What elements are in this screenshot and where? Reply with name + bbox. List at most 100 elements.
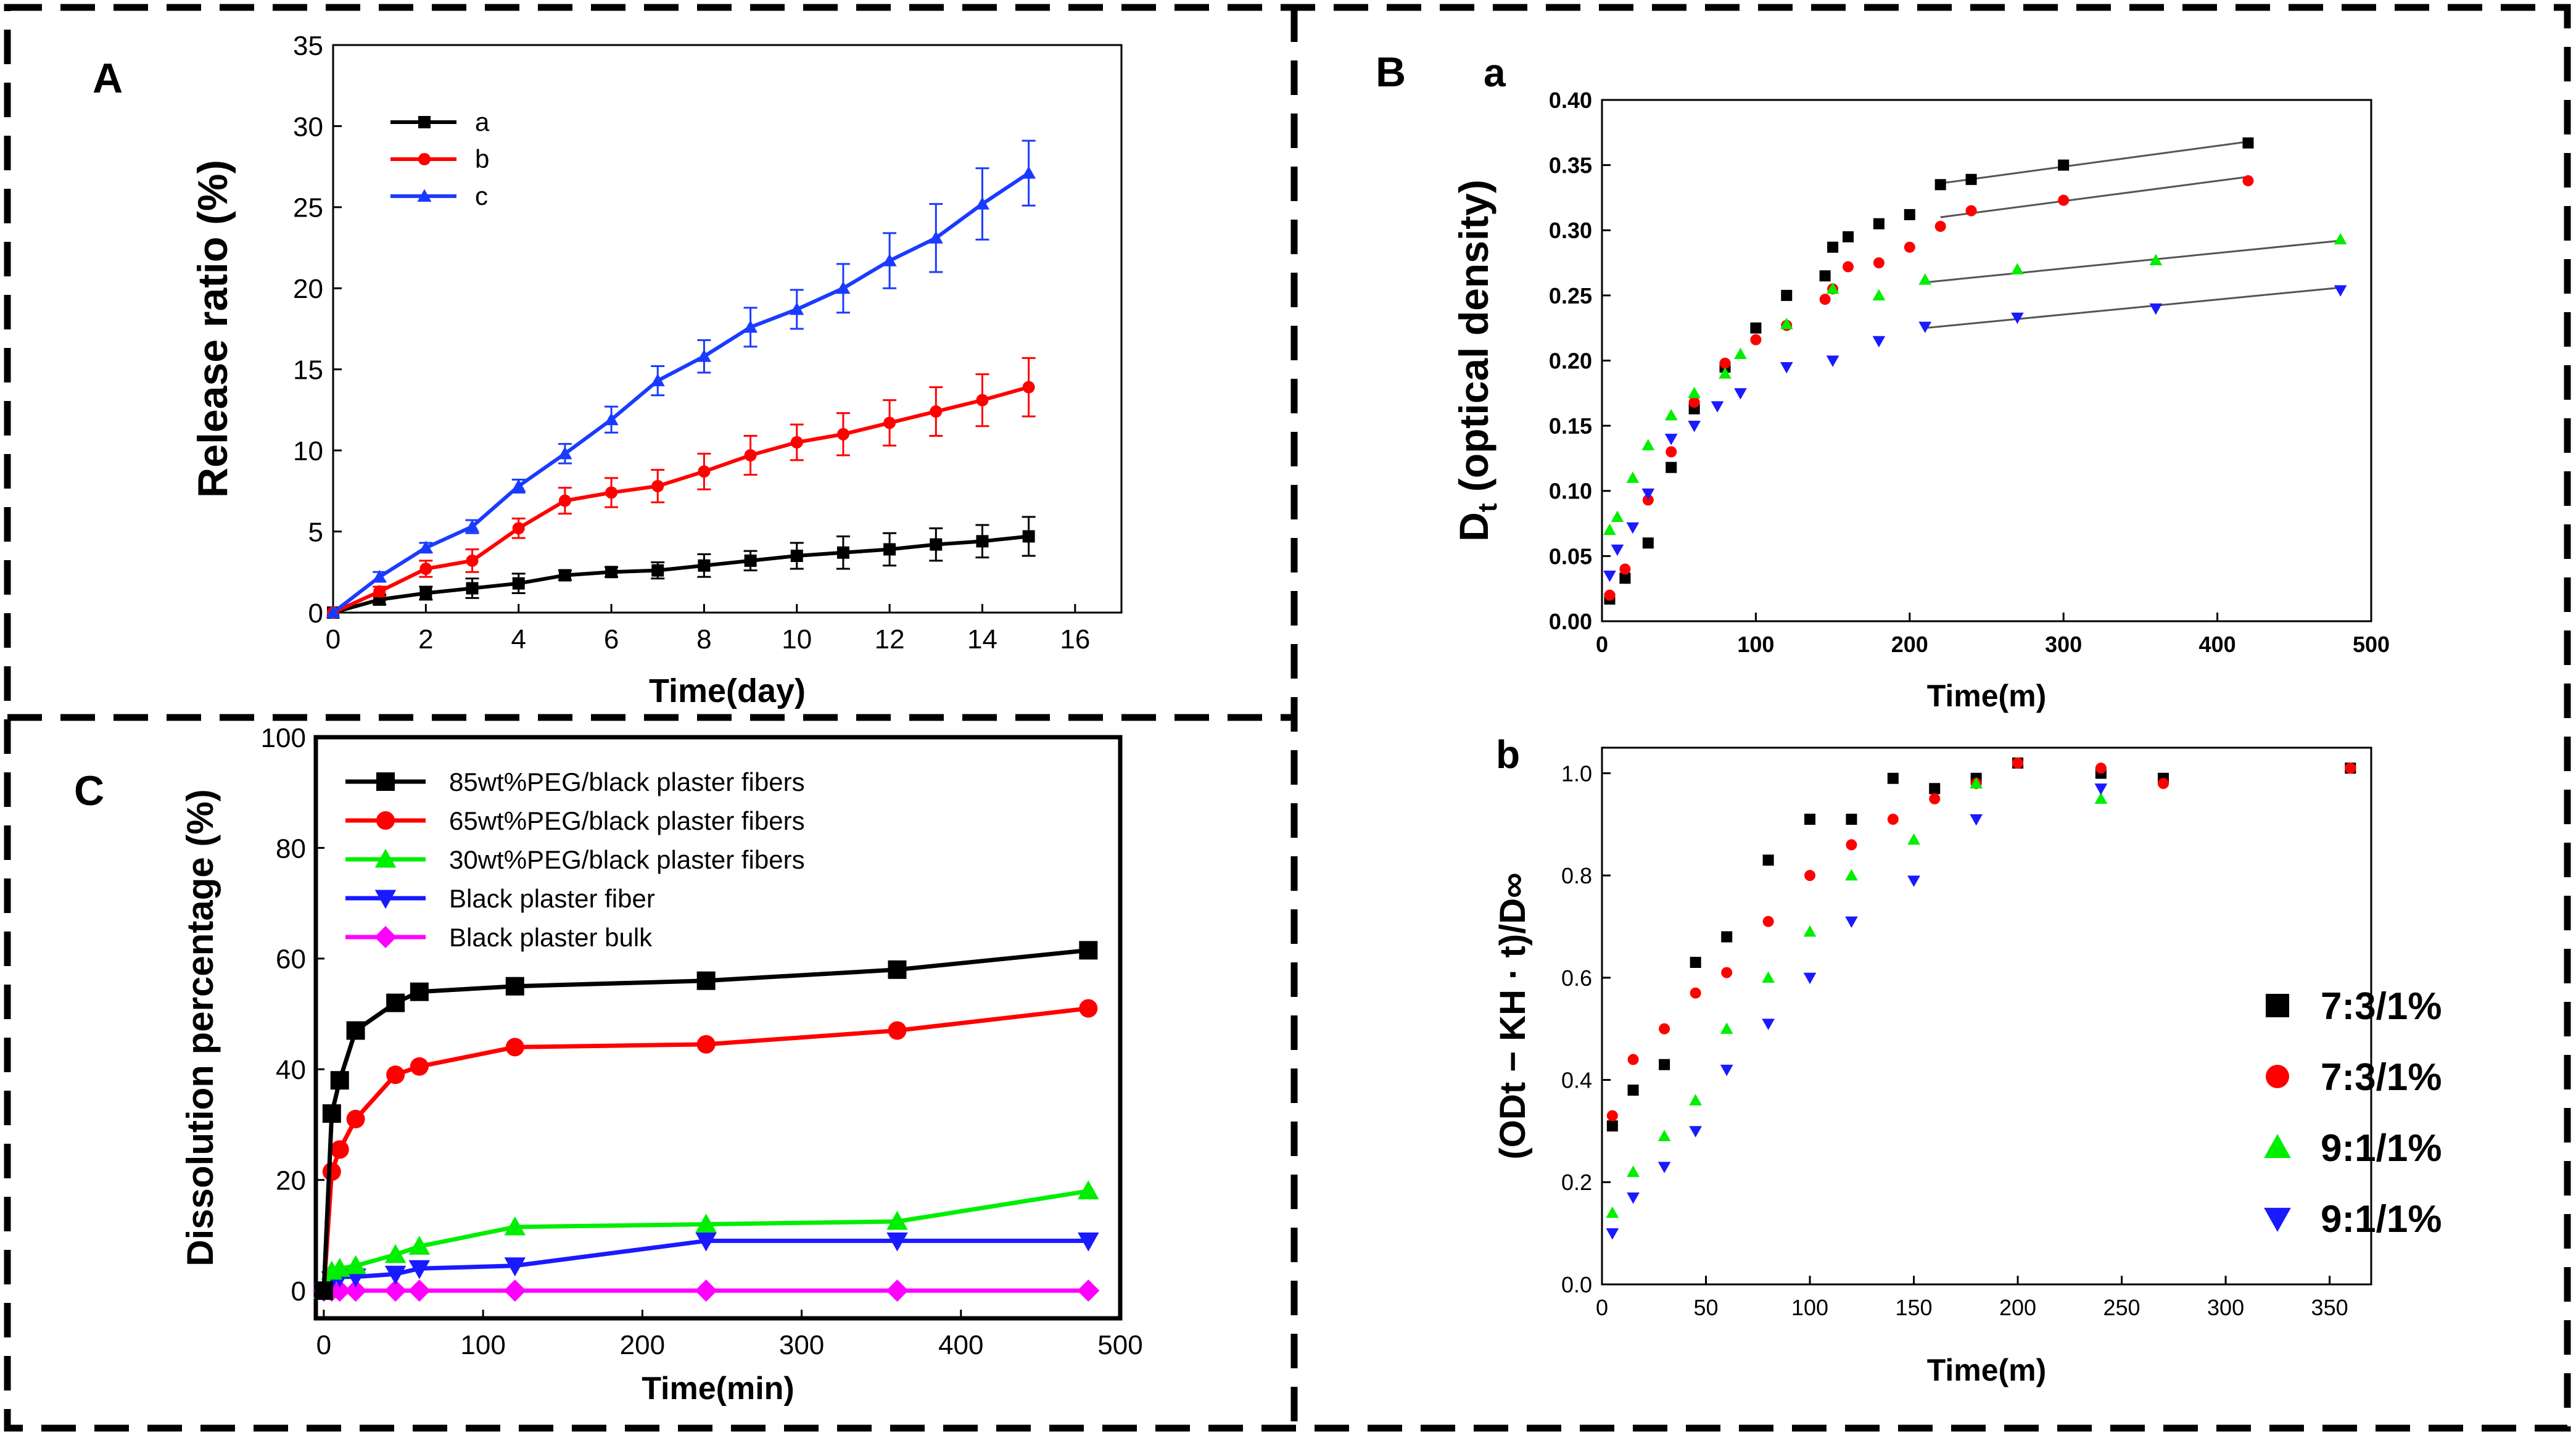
y-tick-label: 15 bbox=[293, 355, 323, 386]
legend-label: 9:1/1% bbox=[2321, 1198, 2442, 1241]
data-point bbox=[1872, 289, 1886, 300]
data-point-b bbox=[698, 465, 711, 478]
data-point bbox=[1657, 1130, 1671, 1141]
data-point bbox=[1762, 854, 1774, 866]
y-tick-label: 0.0 bbox=[1561, 1272, 1592, 1297]
data-point bbox=[1873, 257, 1885, 269]
data-point bbox=[1845, 916, 1858, 928]
data-point-b bbox=[373, 585, 386, 598]
legend-label: Black plaster fiber bbox=[449, 884, 655, 913]
data-point bbox=[2157, 778, 2169, 789]
data-point bbox=[322, 1104, 341, 1123]
x-tick-label: 300 bbox=[2045, 632, 2082, 657]
legend-label: 9:1/1% bbox=[2321, 1127, 2442, 1170]
x-tick-label: 14 bbox=[967, 624, 997, 655]
data-point-b bbox=[976, 394, 989, 407]
data-point bbox=[410, 1057, 429, 1076]
x-tick-label: 100 bbox=[1737, 632, 1774, 657]
legend-marker bbox=[2264, 1207, 2291, 1232]
y-tick-label: 0 bbox=[291, 1276, 306, 1307]
y-tick-label: 10 bbox=[293, 436, 323, 466]
y-axis-label: (ODt − KH · t)/D∞ bbox=[1493, 872, 1533, 1159]
legend-label: 7:3/1% bbox=[2321, 985, 2442, 1028]
legend-marker bbox=[376, 811, 395, 830]
data-point bbox=[344, 1279, 367, 1302]
y-tick-label: 0.4 bbox=[1561, 1068, 1592, 1093]
data-point bbox=[1934, 220, 1946, 232]
data-point bbox=[1721, 931, 1733, 943]
data-point bbox=[1719, 357, 1731, 369]
data-point bbox=[1734, 388, 1747, 400]
y-tick-label: 40 bbox=[276, 1055, 306, 1085]
data-point-c bbox=[326, 605, 341, 618]
data-point bbox=[1690, 987, 1701, 999]
data-point-a bbox=[790, 550, 803, 562]
series-line-b bbox=[332, 385, 1030, 614]
data-point bbox=[1918, 321, 1932, 333]
data-point bbox=[1606, 1120, 1618, 1132]
border-outer bbox=[4, 4, 2571, 1432]
data-point bbox=[886, 1232, 908, 1252]
legend-marker bbox=[2266, 994, 2289, 1017]
plot-frame bbox=[1601, 746, 2372, 1286]
panel-borders bbox=[4, 4, 2571, 1432]
panel-label-Ba: a bbox=[1484, 51, 1506, 95]
data-point bbox=[503, 1279, 526, 1302]
x-axis-label: Time(m) bbox=[1927, 679, 2047, 713]
y-tick-label: 0.6 bbox=[1561, 965, 1592, 991]
y-tick-label: 0.40 bbox=[1549, 88, 1592, 113]
data-point bbox=[1803, 925, 1817, 937]
legend-label-b: b bbox=[475, 144, 489, 173]
data-point bbox=[2345, 762, 2356, 774]
data-point bbox=[695, 1213, 717, 1233]
data-point bbox=[2011, 263, 2024, 275]
data-point bbox=[408, 1279, 431, 1302]
x-tick-label: 150 bbox=[1896, 1295, 1933, 1320]
data-point bbox=[1720, 1064, 1733, 1076]
data-point bbox=[1689, 1094, 1703, 1105]
data-point bbox=[2334, 285, 2347, 297]
data-point bbox=[1606, 1110, 1618, 1122]
data-point bbox=[384, 1279, 407, 1302]
data-point-c bbox=[418, 540, 433, 553]
data-point-b bbox=[651, 479, 664, 492]
y-tick-label: 0.8 bbox=[1561, 863, 1592, 888]
data-point bbox=[1619, 572, 1631, 584]
data-point bbox=[1603, 523, 1616, 535]
x-tick-label: 0 bbox=[316, 1330, 331, 1360]
data-point bbox=[1826, 282, 1839, 294]
data-point bbox=[1781, 289, 1793, 301]
panel-label-C: C bbox=[74, 767, 104, 814]
chart-normalized-density: 0 50 100 150 200 250 300 350 0.0 0.2 0.4 0.6 0.8 1.0 T… bbox=[1493, 746, 2442, 1387]
series-line bbox=[321, 1006, 1089, 1291]
data-point bbox=[1827, 241, 1839, 253]
data-point bbox=[1077, 1279, 1100, 1302]
panel-label-B: B bbox=[1376, 49, 1406, 96]
x-tick-label: 100 bbox=[460, 1330, 505, 1360]
data-point-c bbox=[511, 479, 526, 492]
data-point-a bbox=[930, 538, 943, 551]
data-point-b bbox=[836, 428, 849, 440]
legend-label: 85wt%PEG/black plaster fibers bbox=[449, 767, 805, 796]
data-point-a bbox=[466, 582, 479, 595]
data-point bbox=[888, 1021, 907, 1040]
y-axis-label: Dt (optical density) bbox=[1451, 180, 1503, 542]
data-point bbox=[330, 1071, 349, 1090]
data-point bbox=[1762, 971, 1775, 983]
y-tick-label: 0.15 bbox=[1549, 413, 1592, 439]
x-tick-label: 300 bbox=[2207, 1295, 2244, 1320]
x-tick-label: 8 bbox=[696, 624, 711, 655]
data-point bbox=[1872, 336, 1886, 348]
y-tick-label: 5 bbox=[308, 517, 323, 547]
data-point-b bbox=[466, 554, 479, 567]
legend-label: 65wt%PEG/black plaster fibers bbox=[449, 806, 805, 835]
data-point bbox=[345, 1255, 366, 1275]
y-tick-label: 0.00 bbox=[1549, 609, 1592, 634]
x-tick-label: 400 bbox=[938, 1330, 983, 1360]
data-point bbox=[1626, 522, 1640, 534]
data-point bbox=[1904, 209, 1915, 220]
data-point bbox=[1078, 1180, 1099, 1200]
data-point-b bbox=[419, 563, 432, 576]
y-tick-label: 30 bbox=[293, 112, 323, 142]
